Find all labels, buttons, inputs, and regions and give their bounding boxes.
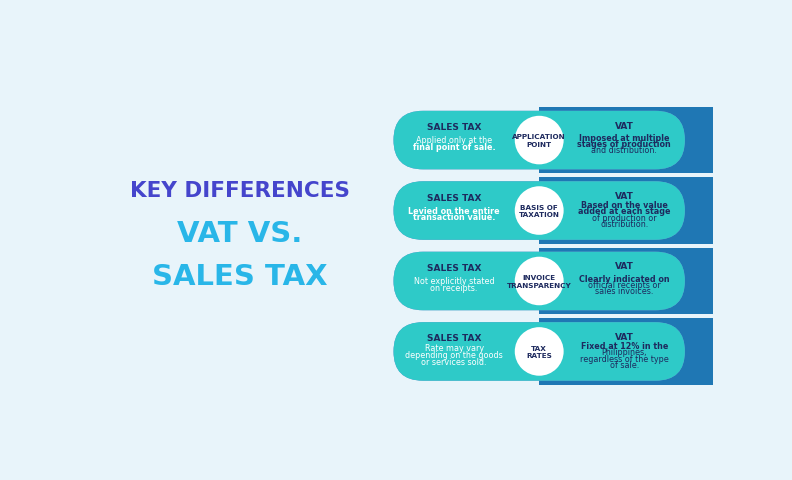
Text: SALES TAX: SALES TAX <box>427 193 482 202</box>
Text: or services sold.: or services sold. <box>421 357 487 366</box>
Text: VAT: VAT <box>615 262 634 271</box>
Text: and distribution.: and distribution. <box>592 146 657 155</box>
Text: INVOICE
TRANSPARENCY: INVOICE TRANSPARENCY <box>507 275 572 288</box>
Text: transaction value.: transaction value. <box>413 213 495 222</box>
Bar <box>539 319 730 385</box>
Text: sales invoices.: sales invoices. <box>595 287 653 296</box>
FancyBboxPatch shape <box>394 252 685 311</box>
Text: of production or: of production or <box>592 213 657 222</box>
FancyBboxPatch shape <box>394 252 685 311</box>
Text: Clearly indicated on: Clearly indicated on <box>579 274 669 283</box>
Text: Fixed at 12% in the: Fixed at 12% in the <box>581 341 668 350</box>
FancyBboxPatch shape <box>394 111 685 170</box>
Text: regardless of the type: regardless of the type <box>580 354 668 363</box>
Text: Rate may vary: Rate may vary <box>425 344 484 352</box>
FancyBboxPatch shape <box>394 182 685 240</box>
Text: BASIS OF
TAXATION: BASIS OF TAXATION <box>519 204 560 218</box>
Text: SALES TAX: SALES TAX <box>427 334 482 343</box>
Text: VAT VS.: VAT VS. <box>177 219 303 248</box>
Text: VAT: VAT <box>615 121 634 130</box>
Text: SALES TAX: SALES TAX <box>427 123 482 132</box>
Text: of sale.: of sale. <box>610 360 639 369</box>
Text: on receipts.: on receipts. <box>430 283 478 292</box>
Text: Not explicitly stated: Not explicitly stated <box>413 276 494 286</box>
Text: Based on the value: Based on the value <box>581 201 668 210</box>
Text: Philippines,: Philippines, <box>601 348 647 357</box>
Text: Levied on the entire: Levied on the entire <box>409 206 500 215</box>
FancyBboxPatch shape <box>394 111 685 170</box>
Text: TAX
RATES: TAX RATES <box>526 345 552 359</box>
Text: Imposed at multiple: Imposed at multiple <box>579 133 669 143</box>
FancyBboxPatch shape <box>394 182 685 240</box>
Text: APPLICATION
POINT: APPLICATION POINT <box>512 134 566 147</box>
Bar <box>539 248 730 314</box>
Text: VAT: VAT <box>615 332 634 341</box>
Circle shape <box>515 257 564 306</box>
Text: stages of production: stages of production <box>577 140 671 149</box>
Text: official receipts or: official receipts or <box>588 280 661 289</box>
Circle shape <box>515 117 564 165</box>
FancyBboxPatch shape <box>394 323 685 381</box>
Text: distribution.: distribution. <box>600 219 649 228</box>
Circle shape <box>515 327 564 376</box>
Text: SALES TAX: SALES TAX <box>152 263 328 290</box>
Text: VAT: VAT <box>615 192 634 201</box>
FancyBboxPatch shape <box>394 323 685 381</box>
Text: Applied only at the: Applied only at the <box>416 136 492 145</box>
Bar <box>539 108 730 174</box>
Text: depending on the goods: depending on the goods <box>406 350 503 359</box>
Bar <box>539 178 730 244</box>
Text: added at each stage: added at each stage <box>578 207 671 216</box>
Text: SALES TAX: SALES TAX <box>427 264 482 273</box>
Text: KEY DIFFERENCES: KEY DIFFERENCES <box>130 180 350 201</box>
Circle shape <box>515 187 564 235</box>
Text: final point of sale.: final point of sale. <box>413 143 496 152</box>
